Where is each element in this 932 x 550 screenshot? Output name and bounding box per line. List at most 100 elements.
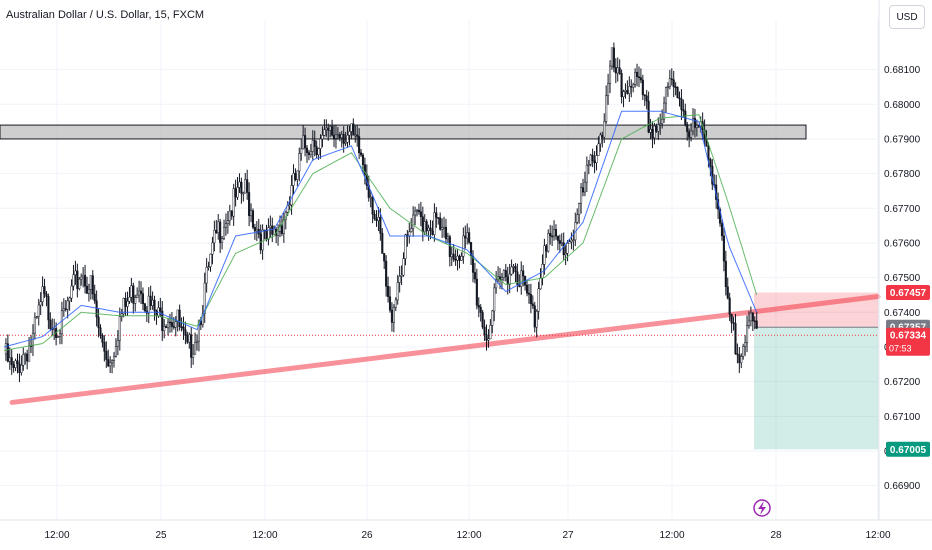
candle-body bbox=[591, 154, 594, 162]
candle-body bbox=[209, 253, 212, 267]
candle-body bbox=[578, 203, 581, 215]
candle-body bbox=[207, 266, 210, 268]
candle-body bbox=[728, 297, 731, 315]
candle-body bbox=[392, 307, 395, 323]
candle-body bbox=[244, 179, 247, 194]
candle-body bbox=[163, 326, 166, 331]
candle-body bbox=[688, 131, 691, 138]
candle-body bbox=[182, 326, 185, 331]
candle-body bbox=[475, 278, 478, 306]
candle-body bbox=[462, 235, 465, 257]
candle-body bbox=[553, 229, 556, 237]
candle-body bbox=[118, 316, 121, 341]
candle-body bbox=[336, 134, 339, 136]
candle-body bbox=[394, 299, 397, 308]
target-price-badge-label: 0.67005 bbox=[890, 445, 927, 456]
candle-body bbox=[651, 129, 654, 138]
candle-body bbox=[421, 216, 424, 233]
candle-body bbox=[632, 84, 635, 88]
candle-body bbox=[724, 260, 727, 288]
candle-body bbox=[381, 232, 384, 254]
candle-body bbox=[481, 312, 484, 328]
candlestick-series bbox=[4, 42, 758, 383]
candle-body bbox=[211, 242, 214, 255]
candle-body bbox=[149, 295, 152, 306]
candle-body bbox=[334, 134, 338, 139]
stop-price-badge-label: 0.67457 bbox=[890, 288, 927, 299]
candle-body bbox=[512, 266, 515, 268]
candle-body bbox=[720, 222, 724, 237]
candle-body bbox=[556, 235, 559, 241]
candle-body bbox=[404, 234, 407, 259]
candle-body bbox=[139, 290, 143, 294]
candle-body bbox=[415, 209, 419, 212]
candle-body bbox=[265, 229, 268, 240]
candle-body bbox=[348, 131, 351, 136]
candle-body bbox=[398, 276, 401, 283]
candle-body bbox=[458, 255, 461, 261]
candle-body bbox=[732, 322, 735, 324]
candle-body bbox=[649, 129, 652, 133]
resistance-zone-rect bbox=[0, 124, 807, 140]
candle-body bbox=[153, 299, 156, 312]
candle-body bbox=[346, 134, 349, 143]
candle-body bbox=[500, 277, 503, 280]
candle-body bbox=[566, 242, 569, 254]
candle-body bbox=[375, 218, 378, 221]
candle-body bbox=[520, 270, 523, 287]
candle-body bbox=[643, 94, 646, 97]
candle-body bbox=[489, 325, 492, 340]
candle-body bbox=[170, 322, 173, 327]
candle-body bbox=[641, 79, 644, 96]
resistance-zone[interactable] bbox=[0, 124, 807, 140]
candle-body bbox=[551, 235, 554, 238]
alert-marker[interactable] bbox=[753, 499, 771, 517]
candle-body bbox=[217, 221, 220, 234]
candle-body bbox=[165, 326, 168, 329]
candle-body bbox=[491, 310, 494, 326]
candle-body bbox=[352, 123, 355, 136]
trend-line[interactable] bbox=[9, 294, 881, 405]
candle-body bbox=[597, 143, 600, 156]
candle-body bbox=[174, 321, 177, 328]
candle-body bbox=[82, 274, 85, 278]
candle-body bbox=[323, 129, 326, 136]
candle-body bbox=[473, 272, 476, 280]
candle-body bbox=[290, 185, 293, 206]
candle-body bbox=[91, 275, 94, 295]
candle-body bbox=[12, 364, 15, 368]
candle-body bbox=[740, 356, 743, 364]
candle-body bbox=[132, 285, 135, 304]
moving-averages bbox=[3, 110, 758, 351]
candle-body bbox=[240, 181, 243, 194]
currency-button[interactable]: USD bbox=[889, 5, 925, 29]
candle-body bbox=[485, 334, 488, 341]
candle-body bbox=[4, 343, 7, 355]
short-position[interactable] bbox=[754, 292, 878, 450]
candle-body bbox=[400, 274, 403, 277]
candle-body bbox=[444, 226, 448, 240]
current-price-badge-bg bbox=[886, 327, 930, 356]
candle-body bbox=[466, 232, 469, 239]
candle-body bbox=[49, 319, 52, 329]
candle-body bbox=[205, 266, 208, 284]
candle-body bbox=[228, 210, 231, 222]
candle-body bbox=[203, 282, 206, 314]
candle-body bbox=[292, 173, 295, 186]
candle-body bbox=[85, 285, 89, 294]
candle-body bbox=[576, 214, 579, 223]
candle-body bbox=[554, 229, 558, 237]
candle-body bbox=[635, 71, 639, 78]
time-axis[interactable]: 12:00 25 12:00 26 12:00 27 12:00 28 12:00 bbox=[0, 519, 932, 541]
chart-title: Australian Dollar / U.S. Dollar, 15, FXC… bbox=[6, 9, 205, 21]
candle-body bbox=[419, 211, 422, 217]
candle-body bbox=[251, 210, 255, 228]
candle-body bbox=[120, 313, 123, 317]
candle-body bbox=[510, 266, 513, 275]
candle-body bbox=[101, 335, 104, 343]
candle-body bbox=[302, 135, 305, 150]
candle-body bbox=[288, 204, 291, 207]
candle-body bbox=[535, 311, 538, 328]
candle-body bbox=[525, 284, 529, 294]
